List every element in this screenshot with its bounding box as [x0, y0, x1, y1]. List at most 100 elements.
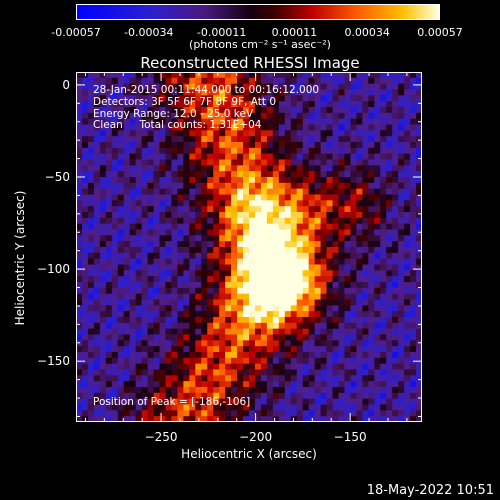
heatmap-cell: [392, 392, 399, 400]
heatmap-cell: [183, 264, 190, 271]
heatmap-cell: [111, 159, 119, 166]
heatmap-cell: [153, 223, 160, 230]
heatmap-cell: [93, 130, 101, 137]
heatmap-cell: [356, 282, 363, 289]
heatmap-cell: [93, 118, 101, 125]
heatmap-cell: [254, 410, 262, 417]
heatmap-cell: [177, 77, 184, 85]
heatmap-cell: [225, 363, 232, 370]
heatmap-cell: [141, 95, 148, 102]
heatmap-cell: [213, 381, 220, 388]
heatmap-cell: [105, 381, 113, 388]
heatmap-cell: [99, 142, 107, 149]
heatmap-cell: [153, 136, 160, 143]
heatmap-cell: [177, 317, 184, 324]
heatmap-cell: [266, 334, 274, 341]
heatmap-cell: [386, 322, 393, 330]
heatmap-cell: [237, 287, 244, 295]
heatmap-cell: [189, 410, 196, 417]
heatmap-cell: [392, 381, 399, 388]
heatmap-cell: [296, 182, 304, 190]
heatmap-cell: [278, 89, 286, 96]
heatmap-cell: [135, 282, 143, 289]
heatmap-cell: [416, 136, 422, 143]
heatmap-cell: [105, 241, 113, 248]
heatmap-cell: [189, 387, 196, 394]
heatmap-cell: [338, 194, 345, 201]
heatmap-cell: [147, 83, 154, 90]
heatmap-cell: [213, 182, 220, 190]
heatmap-cell: [350, 247, 357, 254]
heatmap-cell: [207, 264, 214, 271]
heatmap-cell: [147, 241, 154, 248]
heatmap-cell: [147, 112, 154, 120]
heatmap-cell: [302, 276, 310, 283]
heatmap-cell: [165, 182, 172, 190]
heatmap-cell: [231, 247, 238, 254]
heatmap-cell: [302, 264, 310, 271]
heatmap-cell: [410, 182, 417, 190]
heatmap-cell: [213, 101, 220, 108]
heatmap-cell: [380, 177, 387, 184]
heatmap-cell: [159, 369, 166, 376]
heatmap-cell: [219, 369, 226, 376]
heatmap-cell: [76, 95, 83, 102]
heatmap-cell: [189, 357, 196, 365]
heatmap-cell: [213, 200, 220, 207]
heatmap-cell: [225, 124, 232, 131]
heatmap-cell: [249, 223, 256, 230]
heatmap-cell: [129, 282, 137, 289]
heatmap-cell: [326, 107, 333, 114]
heatmap-cell: [81, 299, 89, 306]
heatmap-cell: [231, 328, 238, 335]
heatmap-cell: [243, 381, 250, 388]
heatmap-cell: [105, 282, 113, 289]
heatmap-cell: [213, 72, 220, 79]
heatmap-cell: [410, 171, 417, 178]
heatmap-cell: [76, 136, 83, 143]
heatmap-cell: [392, 247, 399, 254]
heatmap-cell: [117, 194, 125, 201]
heatmap-cell: [81, 182, 89, 190]
heatmap-cell: [231, 72, 238, 79]
heatmap-cell: [105, 375, 113, 382]
heatmap-cell: [278, 375, 286, 382]
heatmap-cell: [308, 264, 316, 271]
heatmap-cell: [93, 223, 101, 230]
heatmap-cell: [159, 392, 166, 400]
heatmap-cell: [105, 206, 113, 213]
heatmap-cell: [350, 241, 357, 248]
heatmap-cell: [338, 142, 345, 149]
heatmap-cell: [350, 352, 357, 359]
heatmap-cell: [76, 375, 83, 382]
heatmap-cell: [201, 159, 208, 166]
heatmap-cell: [302, 317, 310, 324]
heatmap-cell: [260, 305, 268, 312]
heatmap-cell: [153, 107, 160, 114]
heatmap-cell: [81, 264, 89, 271]
heatmap-cell: [374, 410, 381, 417]
heatmap-cell: [105, 252, 113, 260]
heatmap-cell: [404, 171, 411, 178]
heatmap-cell: [290, 223, 298, 230]
heatmap-cell: [284, 287, 292, 295]
heatmap-cell: [183, 182, 190, 190]
heatmap-cell: [416, 142, 422, 149]
heatmap-cell: [302, 77, 310, 85]
heatmap-cell: [362, 276, 369, 283]
heatmap-cell: [344, 159, 351, 166]
heatmap-cell: [356, 328, 363, 335]
heatmap-cell: [159, 112, 166, 120]
heatmap-cell: [314, 270, 321, 277]
heatmap-cell: [93, 392, 101, 400]
heatmap-cell: [392, 410, 399, 417]
heatmap-cell: [183, 206, 190, 213]
heatmap-cell: [207, 206, 214, 213]
heatmap-cell: [93, 83, 101, 90]
heatmap-cell: [87, 147, 95, 155]
heatmap-cell: [147, 124, 154, 131]
heatmap-cell: [207, 159, 214, 166]
heatmap-cell: [171, 247, 178, 254]
heatmap-cell: [266, 159, 274, 166]
heatmap-cell: [416, 147, 422, 155]
